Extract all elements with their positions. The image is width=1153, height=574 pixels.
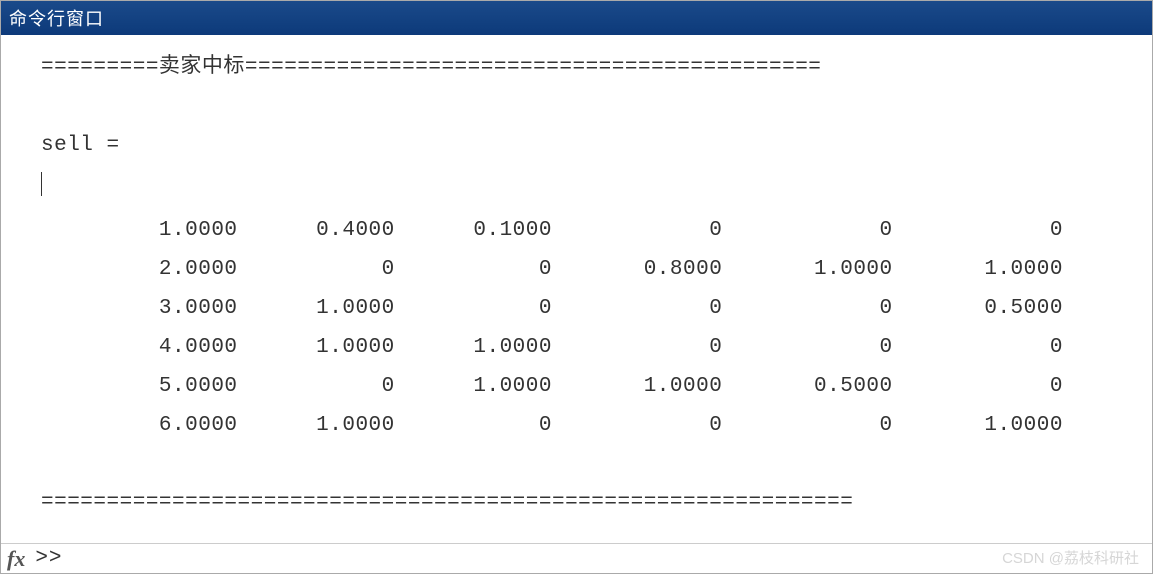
table-row: 5.0000 0 1.0000 1.0000 0.5000 0 0.4000 — [41, 368, 1152, 407]
table-row: 2.0000 0 0 0.8000 1.0000 1.0000 1.0000 — [41, 251, 1152, 290]
table-row: 3.0000 1.0000 0 0 0 0.5000 0 — [41, 290, 1152, 329]
command-output-area[interactable]: =========卖家中标===========================… — [1, 35, 1152, 543]
command-window: 命令行窗口 =========卖家中标=====================… — [0, 0, 1153, 574]
table-row: 1.0000 0.4000 0.1000 0 0 0 0 — [41, 212, 1152, 251]
output-footer-divider: ========================================… — [41, 484, 1152, 523]
fx-icon: fx — [7, 546, 25, 572]
text-cursor — [41, 172, 42, 196]
table-row: 6.0000 1.0000 0 0 0 1.0000 1.0000 — [41, 407, 1152, 446]
output-header-divider: =========卖家中标===========================… — [41, 49, 1152, 88]
window-title: 命令行窗口 — [9, 9, 104, 29]
output-blank-line — [41, 88, 1152, 127]
output-blank-line — [41, 445, 1152, 484]
window-titlebar: 命令行窗口 — [1, 1, 1152, 35]
table-row: 4.0000 1.0000 1.0000 0 0 0 0 — [41, 329, 1152, 368]
output-cursor-line — [41, 166, 1152, 205]
command-prompt[interactable]: >> — [35, 547, 62, 570]
output-variable-line: sell = — [41, 127, 1152, 166]
output-matrix: 1.0000 0.4000 0.1000 0 0 0 0 2.0000 0 0 … — [41, 212, 1152, 445]
command-prompt-bar: fx >> — [1, 543, 1152, 573]
